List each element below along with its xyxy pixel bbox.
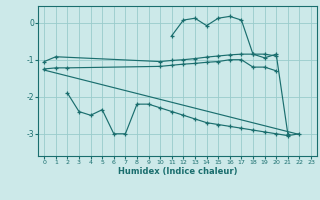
X-axis label: Humidex (Indice chaleur): Humidex (Indice chaleur): [118, 167, 237, 176]
